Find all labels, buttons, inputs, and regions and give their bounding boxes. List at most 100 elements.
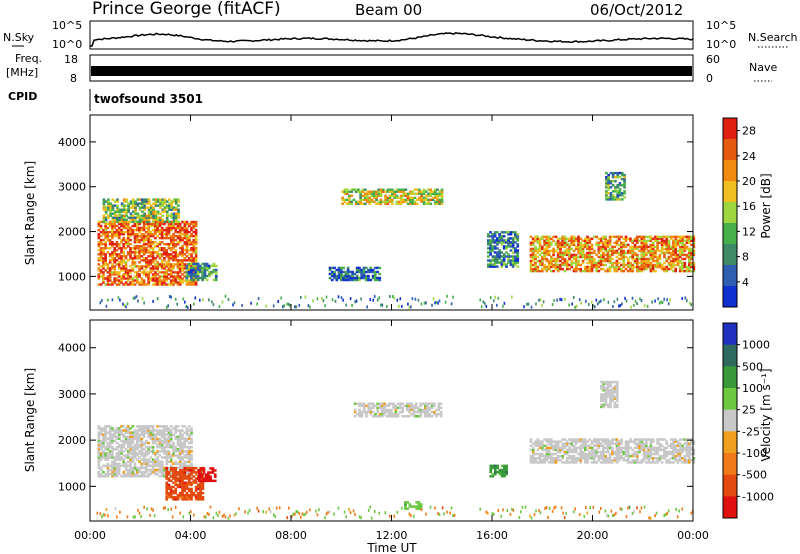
- heatmap-cell: [590, 269, 594, 273]
- heatmap-cell: [572, 253, 576, 257]
- heatmap-cell: [194, 471, 198, 474]
- heatmap-cell: [169, 456, 173, 459]
- heatmap-cell: [183, 267, 187, 270]
- heatmap-cell: [108, 222, 112, 226]
- heatmap-cell: [194, 251, 198, 254]
- heatmap-cell: [350, 194, 353, 198]
- heatmap-cell: [511, 259, 515, 262]
- heatmap-cell: [136, 437, 139, 441]
- heatmap-cell: [365, 412, 368, 416]
- heatmap-cell: [353, 408, 357, 412]
- heatmap-cell: [107, 204, 110, 207]
- heatmap-cell: [608, 440, 612, 443]
- heatmap-cell: [633, 461, 637, 464]
- heatmap-cell: [138, 220, 142, 224]
- heatmap-cell: [133, 462, 137, 465]
- heatmap-cell: [117, 230, 121, 234]
- heatmap-cell: [609, 186, 613, 189]
- heatmap-cell: [678, 457, 682, 460]
- heatmap-cell: [649, 448, 653, 452]
- heatmap-cell: [209, 477, 212, 481]
- heatmap-cell: [192, 481, 196, 484]
- heatmap-cell: [199, 264, 202, 268]
- heatmap-cell: [122, 441, 126, 445]
- heatmap-cell: [568, 251, 571, 255]
- heatmap-cell: [113, 265, 117, 268]
- heatmap-cell: [169, 429, 173, 432]
- heatmap-cell: [354, 300, 356, 304]
- heatmap-cell: [190, 464, 193, 468]
- heatmap-cell: [613, 241, 617, 245]
- heatmap-cell: [190, 491, 193, 495]
- heatmap-cell: [154, 460, 157, 463]
- heatmap-cell: [183, 441, 187, 445]
- heatmap-cell: [188, 433, 191, 436]
- heatmap-cell: [176, 477, 180, 480]
- heatmap-cell: [561, 239, 564, 243]
- heatmap-cell: [129, 269, 132, 272]
- heatmap-cell: [529, 265, 533, 269]
- heatmap-cell: [624, 448, 628, 452]
- heatmap-cell: [554, 261, 558, 265]
- heatmap-cell: [543, 265, 546, 269]
- heatmap-cell: [623, 176, 626, 179]
- heatmap-cell: [450, 302, 453, 306]
- heatmap-cell: [115, 448, 119, 451]
- heatmap-cell: [423, 402, 427, 405]
- heatmap-cell: [622, 459, 626, 462]
- heatmap-cell: [611, 235, 614, 239]
- heatmap-cell: [145, 267, 148, 270]
- heatmap-cell: [402, 194, 405, 198]
- heatmap-cell: [651, 440, 655, 443]
- heatmap-cell: [142, 441, 146, 445]
- heatmap-cell: [97, 275, 101, 278]
- heatmap-cell: [516, 249, 520, 252]
- heatmap-cell: [615, 452, 619, 456]
- heatmap-cell: [350, 200, 353, 204]
- heatmap-cell: [111, 204, 115, 207]
- heatmap-cell: [163, 437, 166, 441]
- heatmap-cell: [142, 241, 146, 244]
- heatmap-cell: [507, 255, 510, 258]
- heatmap-cell: [538, 442, 542, 445]
- heatmap-cell: [545, 249, 549, 253]
- heatmap-cell: [594, 305, 596, 309]
- heatmap-cell: [151, 269, 155, 272]
- heatmap-cell: [622, 263, 626, 267]
- heatmap-cell: [174, 251, 178, 254]
- heatmap-cell: [185, 249, 189, 252]
- heatmap-cell: [188, 498, 191, 501]
- heatmap-cell: [174, 228, 178, 232]
- heatmap-cell: [156, 297, 159, 301]
- heatmap-cell: [124, 267, 128, 270]
- heatmap-cell: [346, 276, 350, 280]
- heatmap-cell: [196, 274, 200, 278]
- heatmap-cell: [140, 247, 144, 250]
- heatmap-cell: [658, 235, 662, 239]
- heatmap-cell: [577, 251, 580, 255]
- heatmap-cell: [669, 438, 673, 441]
- heatmap-cell: [158, 222, 162, 226]
- heatmap-cell: [208, 266, 211, 270]
- heatmap-cell: [611, 184, 615, 187]
- heatmap-cell: [233, 301, 236, 305]
- heatmap-cell: [165, 485, 169, 489]
- heatmap-cell: [615, 448, 619, 452]
- heatmap-cell: [649, 450, 653, 454]
- heatmap-cell: [608, 243, 612, 247]
- heatmap-cell: [178, 228, 182, 232]
- heatmap-cell: [614, 188, 617, 191]
- heatmap-cell: [163, 433, 166, 436]
- heatmap-cell: [140, 232, 144, 236]
- heatmap-cell: [102, 281, 105, 284]
- heatmap-cell: [629, 239, 632, 243]
- heatmap-cell: [176, 281, 180, 284]
- heatmap-cell: [397, 188, 401, 191]
- heatmap-cell: [107, 216, 110, 219]
- heatmap-cell: [440, 190, 444, 193]
- heatmap-cell: [414, 297, 417, 301]
- heatmap-cell: [654, 245, 657, 249]
- heatmap-cell: [561, 267, 564, 271]
- heatmap-cell: [330, 274, 334, 278]
